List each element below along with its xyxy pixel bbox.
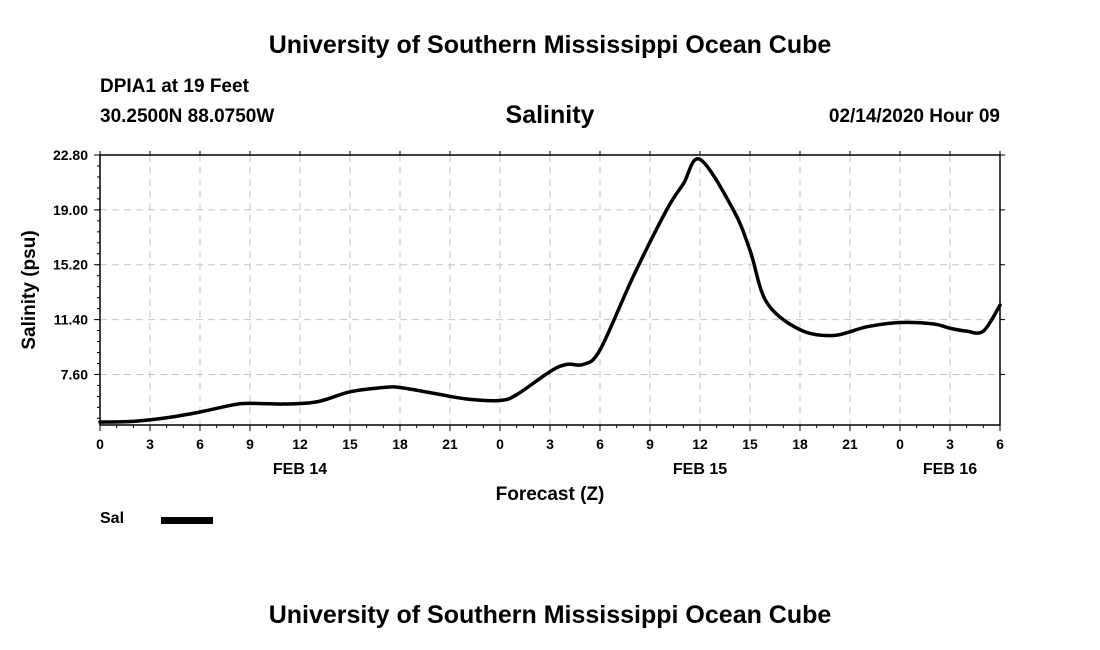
chart-footer-title: University of Southern Mississippi Ocean…: [268, 601, 832, 629]
series-layer: [98, 157, 1002, 424]
x-tick-label: 9: [646, 436, 654, 452]
x-tick-label: 12: [292, 436, 308, 452]
plot-frame: [99, 154, 1001, 426]
axis-tick-labels: 0 3 6 9 12 15 18 21 0 3 6 9 12 15 18 21 0 3 6 FEB 14 FEB 15 F…: [53, 147, 1004, 478]
x-tick-label: 3: [546, 436, 554, 452]
x-axis-title: Forecast (Z): [496, 484, 605, 505]
chart-header-title: University of Southern Mississippi Ocean…: [268, 31, 832, 59]
forecast-datetime: 02/14/2020 Hour 09: [828, 106, 1000, 127]
y-tick-label: 22.80: [53, 147, 88, 163]
x-tick-label: 12: [692, 436, 708, 452]
x-tick-label: 6: [196, 436, 204, 452]
x-tick-label: 15: [342, 436, 358, 452]
station-label: DPIA1 at 19 Feet: [100, 76, 249, 97]
x-tick-label: 6: [996, 436, 1004, 452]
x-date-label: FEB 15: [673, 461, 727, 478]
y-tick-label: 19.00: [53, 202, 88, 218]
series-line-sal: [98, 157, 1002, 424]
y-tick-label: 15.20: [53, 257, 88, 273]
x-tick-label: 3: [946, 436, 954, 452]
y-tick-label: 11.40: [54, 312, 88, 328]
y-axis-title: Salinity (psu): [19, 230, 40, 349]
x-tick-label: 0: [496, 436, 504, 452]
x-date-label: FEB 14: [273, 461, 327, 478]
x-tick-label: 0: [96, 436, 104, 452]
station-coordinates: 30.2500N 88.0750W: [100, 106, 275, 127]
x-tick-label: 15: [742, 436, 758, 452]
x-tick-label: 18: [792, 436, 808, 452]
x-tick-label: 21: [842, 436, 858, 452]
x-tick-label: 21: [442, 436, 458, 452]
legend-label: Sal: [100, 510, 125, 527]
x-tick-label: 0: [896, 436, 904, 452]
variable-title: Salinity: [505, 101, 595, 129]
grid-lines: [100, 155, 1000, 425]
x-tick-label: 3: [146, 436, 154, 452]
legend-swatch: [161, 517, 213, 524]
x-date-label: FEB 16: [923, 461, 977, 478]
x-tick-label: 9: [246, 436, 254, 452]
x-tick-label: 6: [596, 436, 604, 452]
y-tick-label: 7.60: [61, 366, 88, 382]
x-tick-label: 18: [392, 436, 408, 452]
